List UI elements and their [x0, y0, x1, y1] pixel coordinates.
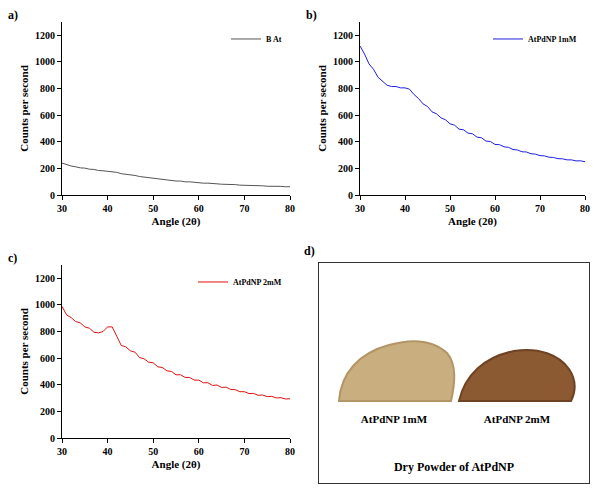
svg-text:200: 200: [338, 163, 353, 174]
svg-text:40: 40: [103, 446, 113, 457]
svg-text:Counts per second: Counts per second: [18, 65, 30, 152]
svg-text:a): a): [8, 8, 18, 22]
svg-text:Counts per second: Counts per second: [316, 65, 328, 152]
svg-text:60: 60: [194, 203, 204, 214]
svg-text:1200: 1200: [35, 273, 55, 284]
svg-text:30: 30: [57, 446, 67, 457]
svg-text:Angle (2θ): Angle (2θ): [152, 215, 201, 228]
svg-text:Angle (2θ): Angle (2θ): [448, 215, 497, 228]
svg-text:0: 0: [348, 190, 353, 201]
svg-text:B At: B At: [266, 35, 282, 44]
svg-text:0: 0: [50, 190, 55, 201]
html-text:Dry Powder of AtPdNP: Dry Powder of AtPdNP: [394, 460, 514, 474]
svg-text:800: 800: [40, 83, 55, 94]
svg-text:c): c): [8, 251, 17, 265]
svg-text:60: 60: [490, 203, 500, 214]
svg-text:70: 70: [239, 203, 249, 214]
svg-text:40: 40: [103, 203, 113, 214]
svg-text:50: 50: [148, 446, 158, 457]
svg-text:50: 50: [445, 203, 455, 214]
svg-text:b): b): [306, 8, 317, 22]
svg-text:1200: 1200: [35, 30, 55, 41]
svg-text:200: 200: [40, 163, 55, 174]
html-text:AtPdNP 2mM: AtPdNP 2mM: [483, 413, 551, 425]
svg-text:AtPdNP 2mM: AtPdNP 2mM: [233, 278, 282, 287]
svg-text:60: 60: [194, 446, 204, 457]
svg-text:80: 80: [285, 203, 295, 214]
svg-text:200: 200: [40, 406, 55, 417]
svg-text:Counts per second: Counts per second: [18, 308, 30, 395]
svg-text:30: 30: [57, 203, 67, 214]
svg-text:800: 800: [338, 83, 353, 94]
svg-text:80: 80: [285, 446, 295, 457]
svg-text:30: 30: [355, 203, 365, 214]
svg-text:50: 50: [148, 203, 158, 214]
svg-text:1000: 1000: [333, 56, 353, 67]
svg-text:1000: 1000: [35, 299, 55, 310]
svg-text:600: 600: [338, 110, 353, 121]
svg-text:AtPdNP 1mM: AtPdNP 1mM: [528, 35, 577, 44]
svg-text:600: 600: [40, 353, 55, 364]
svg-text:600: 600: [40, 110, 55, 121]
svg-text:400: 400: [338, 136, 353, 147]
svg-text:80: 80: [580, 203, 590, 214]
svg-text:400: 400: [40, 136, 55, 147]
svg-text:1000: 1000: [35, 56, 55, 67]
svg-text:40: 40: [400, 203, 410, 214]
svg-text:1200: 1200: [333, 30, 353, 41]
html-text:d): d): [304, 244, 315, 258]
svg-text:70: 70: [239, 446, 249, 457]
html-text:AtPdNP 1mM: AtPdNP 1mM: [360, 413, 428, 425]
svg-text:0: 0: [50, 433, 55, 444]
svg-text:800: 800: [40, 326, 55, 337]
svg-text:Angle (2θ): Angle (2θ): [152, 458, 201, 471]
svg-text:70: 70: [535, 203, 545, 214]
svg-text:400: 400: [40, 379, 55, 390]
